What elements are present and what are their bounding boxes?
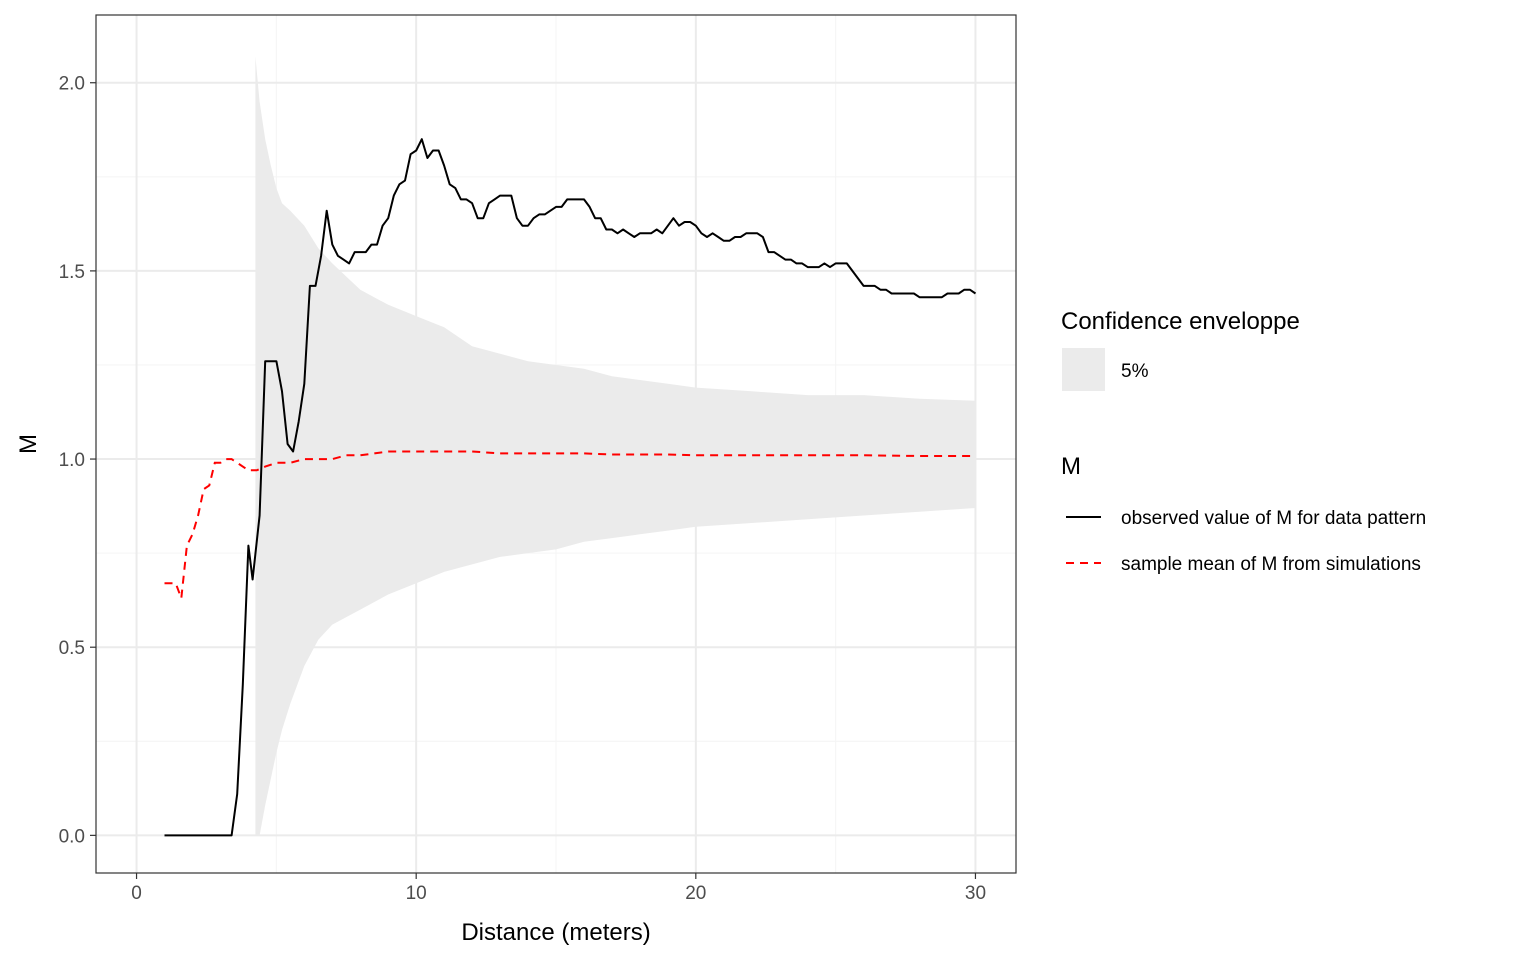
x-tick-label: 0: [131, 883, 142, 904]
x-axis-title: Distance (meters): [461, 919, 650, 946]
y-axis-title: M: [15, 434, 42, 454]
legend-key-envelope: [1062, 348, 1105, 391]
confidence-envelope-area: [255, 56, 976, 836]
legend-label-mean: sample mean of M from simulations: [1121, 554, 1421, 575]
legend-label-observed: observed value of M for data pattern: [1121, 508, 1426, 529]
x-tick-label: 30: [965, 883, 986, 904]
y-tick-label: 0.0: [59, 826, 85, 847]
x-axis: 0 10 20 30: [131, 873, 986, 904]
legend-label-envelope: 5%: [1121, 361, 1149, 382]
legend: Confidence enveloppe 5% M observed value…: [1061, 308, 1426, 575]
panel-border: [95, 14, 1017, 874]
x-tick-label: 10: [406, 883, 427, 904]
y-tick-label: 1.5: [59, 262, 85, 283]
series-line-sample-mean: [164, 450, 976, 599]
legend-title-envelope: Confidence enveloppe: [1061, 308, 1300, 335]
y-tick-label: 0.5: [59, 638, 85, 659]
series-line-observed: [164, 138, 977, 837]
y-tick-label: 2.0: [59, 74, 85, 95]
y-axis: 0.0 0.5 1.0 1.5 2.0: [59, 74, 96, 847]
legend-title-lines: M: [1061, 453, 1081, 480]
x-tick-label: 20: [685, 883, 706, 904]
y-tick-label: 1.0: [59, 450, 85, 471]
